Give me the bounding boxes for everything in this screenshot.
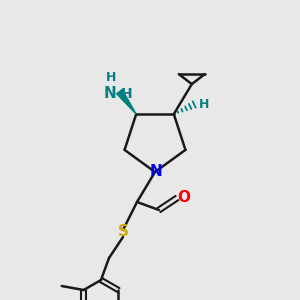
Text: S: S <box>118 224 128 239</box>
Polygon shape <box>117 90 136 114</box>
Text: H: H <box>106 71 117 84</box>
Text: N: N <box>103 86 116 101</box>
Text: O: O <box>178 190 190 205</box>
Text: N: N <box>150 164 162 179</box>
Text: H: H <box>199 98 210 111</box>
Text: H: H <box>120 87 132 101</box>
